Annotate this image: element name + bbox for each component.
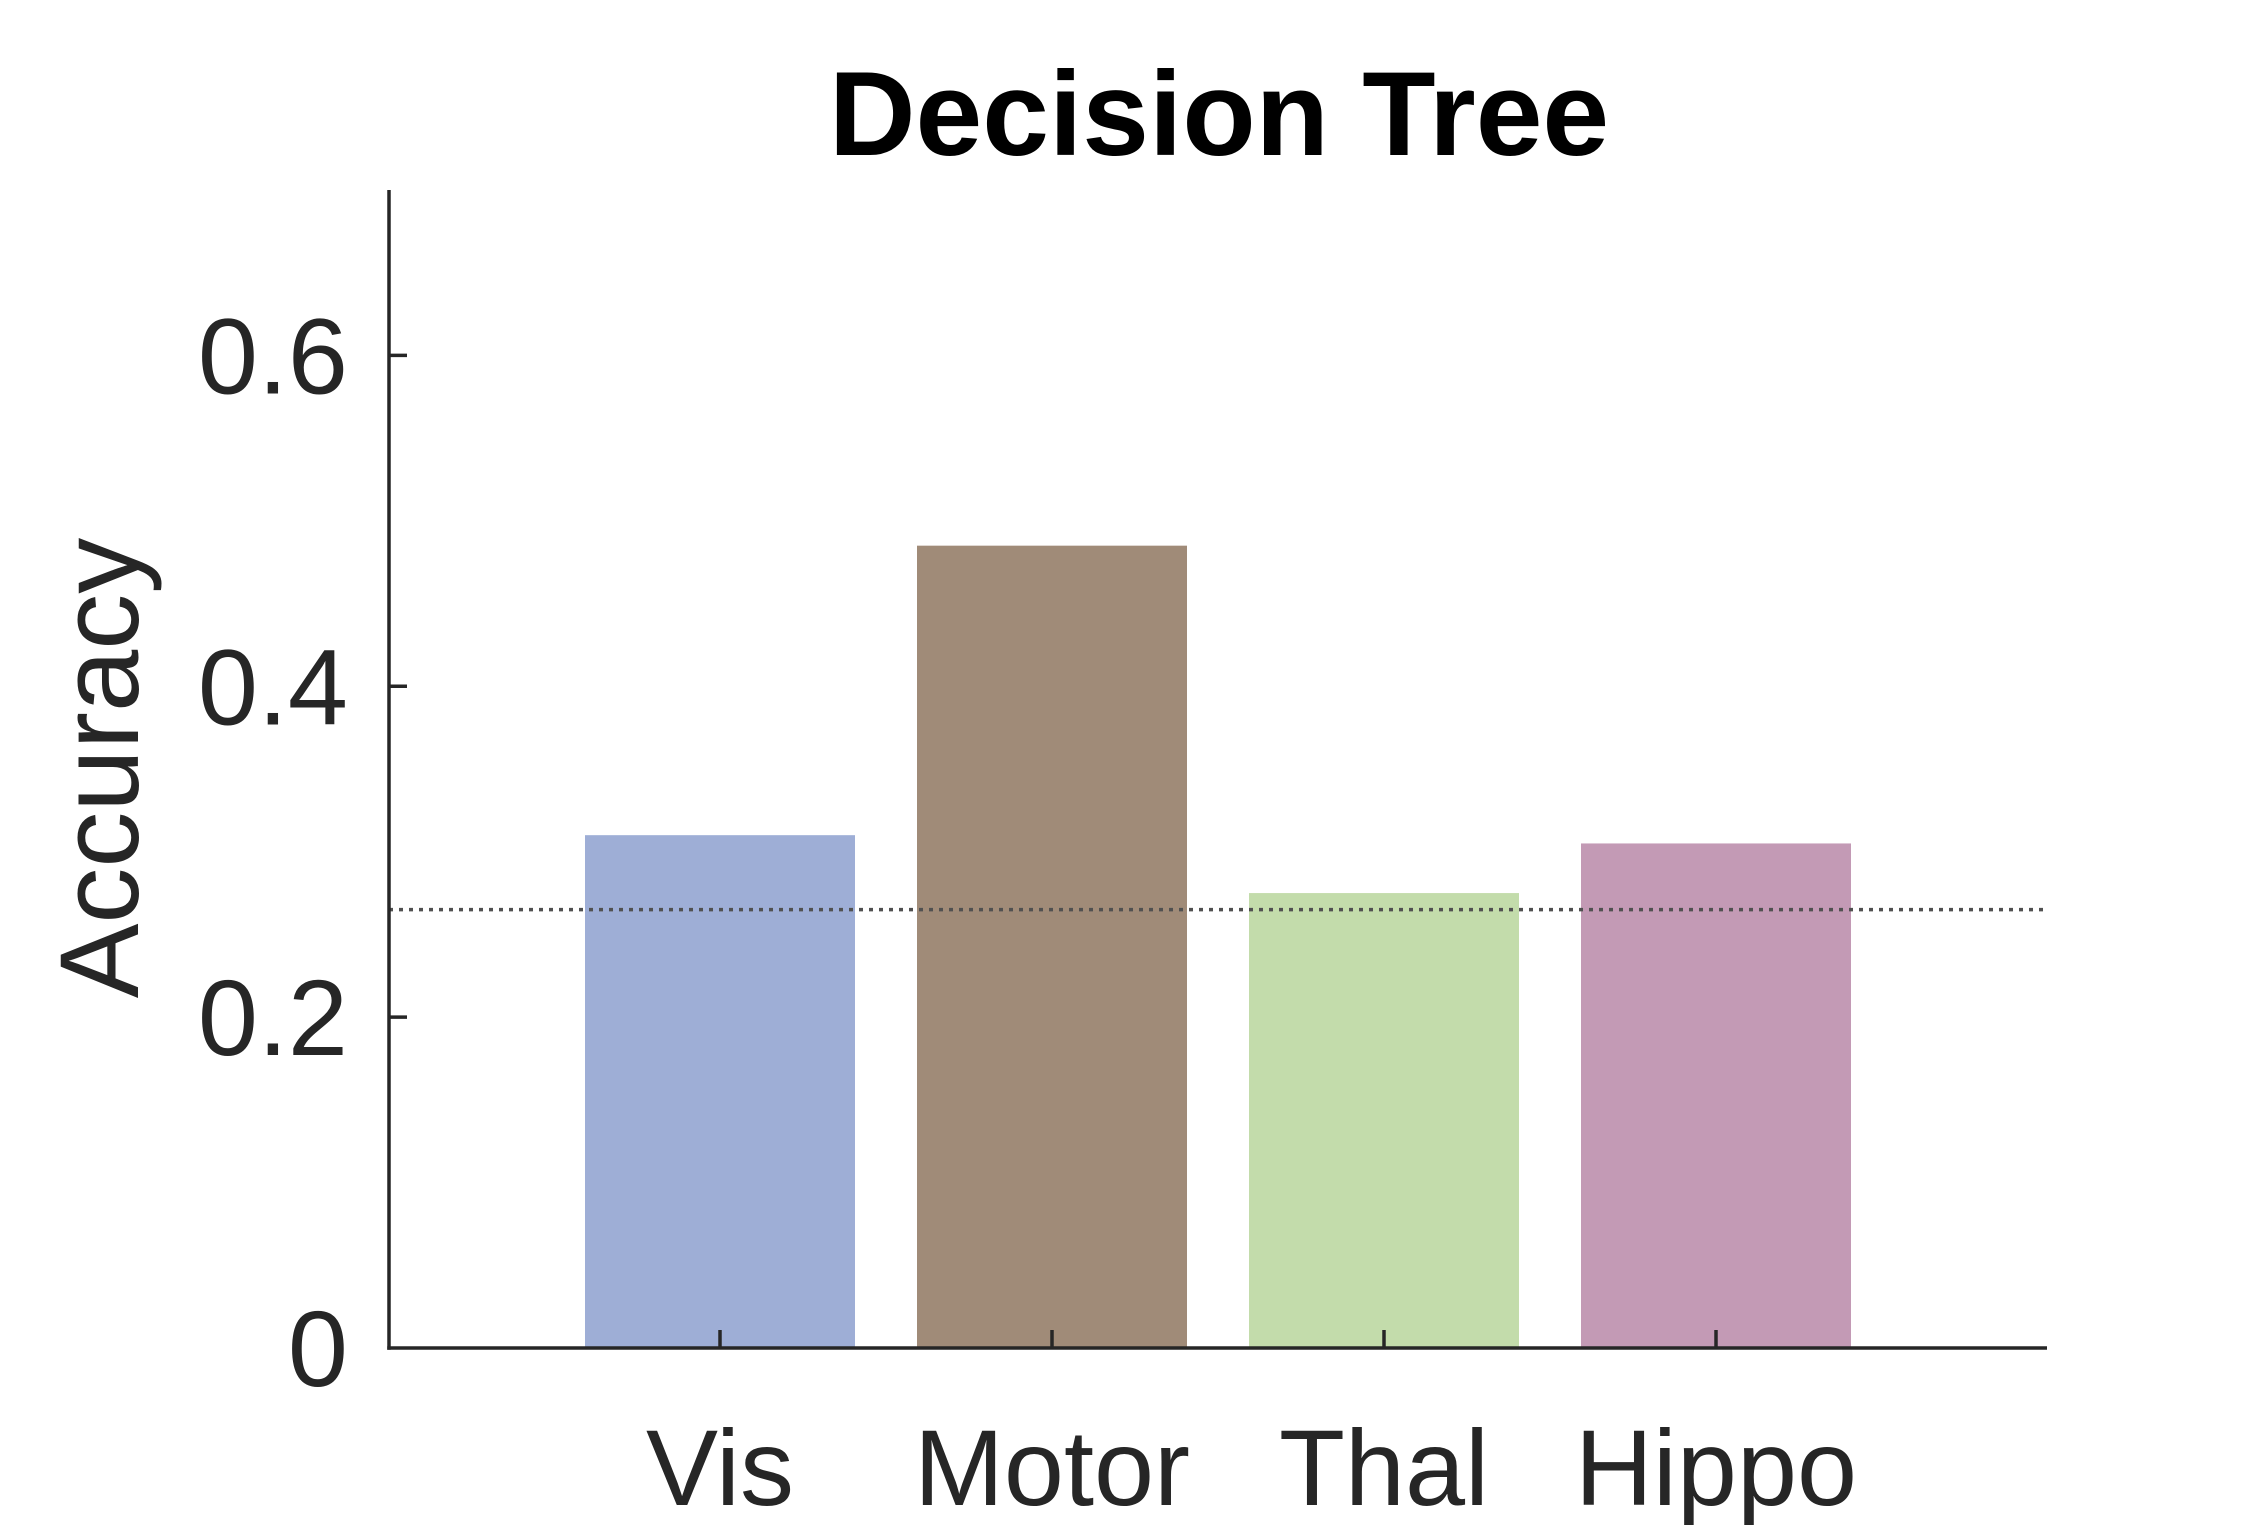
y-axis-label: Accuracy bbox=[37, 538, 162, 999]
x-tick-label-thal: Thal bbox=[1279, 1407, 1489, 1525]
bars-group bbox=[585, 545, 1851, 1348]
chart-title: Decision Tree bbox=[829, 47, 1609, 181]
y-tick-label: 0.2 bbox=[198, 957, 348, 1078]
x-tick-label-vis: Vis bbox=[646, 1407, 794, 1525]
y-tick-label: 0.6 bbox=[198, 295, 348, 416]
bar-hippo bbox=[1581, 843, 1851, 1348]
y-ticks-group: 0 0.2 0.4 0.6 bbox=[198, 295, 407, 1409]
x-tick-label-motor: Motor bbox=[914, 1407, 1190, 1525]
y-tick-label: 0 bbox=[288, 1288, 348, 1409]
x-ticks-group: Vis Motor Thal Hippo bbox=[646, 1330, 1857, 1525]
x-tick-label-hippo: Hippo bbox=[1575, 1407, 1857, 1525]
bar-thal bbox=[1249, 893, 1519, 1348]
axes-group bbox=[387, 190, 2047, 1350]
bar-vis bbox=[585, 835, 855, 1348]
bar-motor bbox=[917, 545, 1187, 1348]
y-tick-label: 0.4 bbox=[198, 626, 348, 747]
